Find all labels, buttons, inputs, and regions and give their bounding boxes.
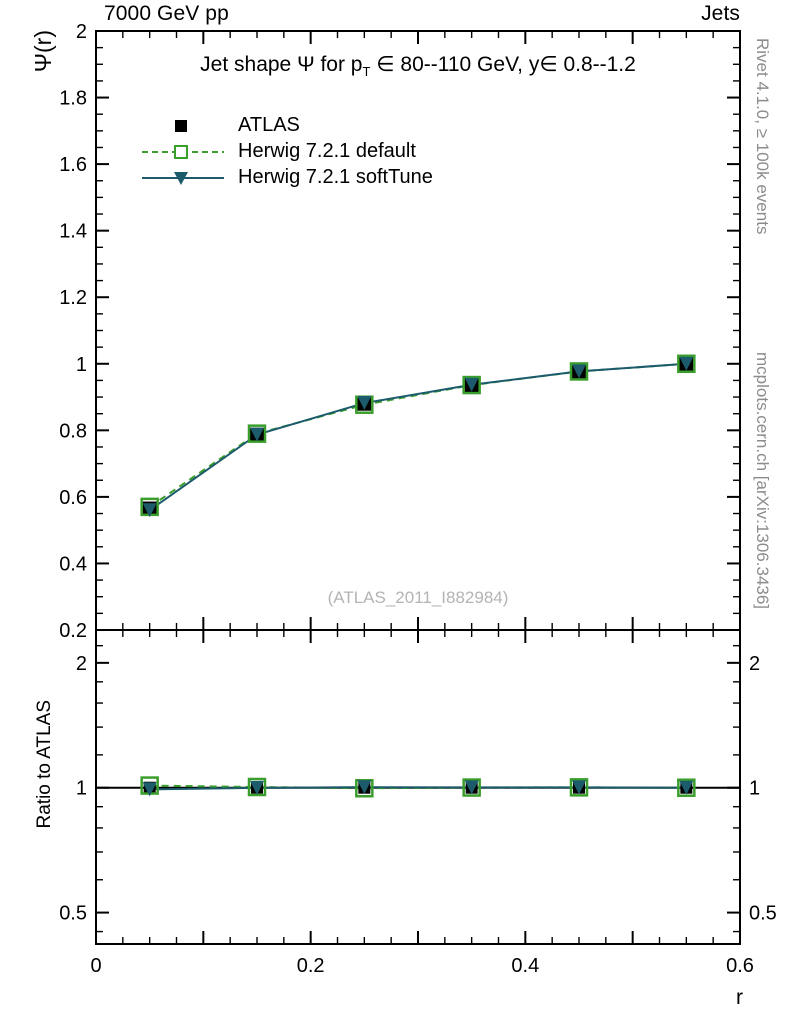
y-tick-label: 1.8 bbox=[59, 88, 87, 110]
data-point-herwig-softtune bbox=[250, 427, 264, 442]
analysis-id-watermark: (ATLAS_2011_I882984) bbox=[327, 588, 509, 607]
legend: ATLAS Herwig 7.2.1 default Herwig 7.2.1 … bbox=[140, 112, 433, 190]
legend-marker-herwig-default bbox=[142, 145, 224, 159]
legend-item-herwig-softtune[interactable]: Herwig 7.2.1 softTune bbox=[140, 164, 433, 190]
ratio-y-tick-label-right: 0.5 bbox=[749, 903, 777, 925]
y-tick-label: 1 bbox=[76, 354, 87, 376]
data-point-herwig-default bbox=[569, 362, 589, 381]
legend-item-herwig-default[interactable]: Herwig 7.2.1 default bbox=[140, 138, 433, 164]
x-axis-label: r bbox=[736, 986, 743, 1009]
data-point-herwig-default bbox=[462, 375, 481, 395]
data-point-herwig-softtune bbox=[572, 364, 586, 379]
data-point-herwig-softtune bbox=[464, 377, 479, 392]
title-part-b: for p bbox=[314, 53, 363, 76]
ratio-y-tick-label-right: 1 bbox=[749, 778, 760, 800]
ratio-y-tick-label-left: 2 bbox=[76, 653, 87, 675]
y-tick-label: 2 bbox=[76, 21, 87, 43]
header-left-label: 7000 GeV pp bbox=[104, 2, 229, 25]
y-tick-label: 0.6 bbox=[59, 487, 87, 509]
ratio-y-tick-label-left: 0.5 bbox=[59, 903, 87, 925]
title-part-a: Jet shape bbox=[200, 53, 298, 76]
y-tick-label: 0.2 bbox=[59, 620, 87, 642]
ratio-y-tick-label-left: 1 bbox=[76, 778, 87, 800]
x-tick-label: 0.6 bbox=[726, 955, 754, 977]
x-tick-label: 0.2 bbox=[297, 955, 325, 977]
legend-label-herwig-softtune: Herwig 7.2.1 softTune bbox=[238, 165, 433, 188]
legend-item-atlas[interactable]: ATLAS bbox=[140, 112, 433, 138]
ratio-y-tick-label-right: 2 bbox=[749, 653, 760, 675]
data-point-herwig-default bbox=[247, 424, 267, 443]
title-subscript-pt: T bbox=[362, 64, 371, 80]
y-tick-label: 1.4 bbox=[59, 221, 87, 243]
y-tick-label: 0.8 bbox=[59, 420, 87, 442]
plot-title: Jet shape Ψ for pT ∈ 80--110 GeV, y∈ 0.8… bbox=[96, 52, 740, 79]
data-point-herwig-default bbox=[677, 354, 696, 374]
y-tick-label: 0.4 bbox=[59, 553, 87, 575]
x-tick-label: 0.4 bbox=[511, 955, 539, 977]
title-psi: Ψ bbox=[297, 53, 315, 76]
data-point-herwig-softtune bbox=[142, 503, 157, 518]
header-right-label: Jets bbox=[701, 2, 740, 25]
y-tick-label: 1.6 bbox=[59, 154, 87, 176]
legend-label-atlas: ATLAS bbox=[238, 113, 300, 136]
data-point-herwig-softtune bbox=[679, 356, 694, 371]
legend-marker-atlas bbox=[175, 120, 187, 132]
x-tick-label: 0 bbox=[90, 955, 101, 977]
legend-label-herwig-default: Herwig 7.2.1 default bbox=[238, 139, 416, 162]
legend-marker-herwig-softtune bbox=[142, 172, 224, 185]
data-point-herwig-softtune bbox=[357, 396, 372, 411]
y-tick-label: 1.2 bbox=[59, 287, 87, 309]
title-part-c: ∈ 80--110 GeV, y∈ 0.8--1.2 bbox=[370, 53, 636, 76]
